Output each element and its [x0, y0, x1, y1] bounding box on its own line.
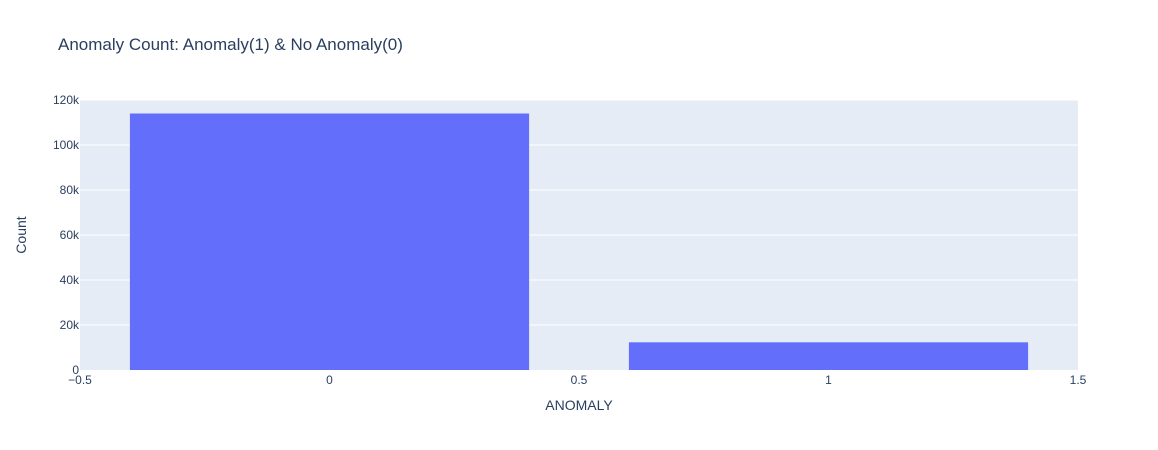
- y-tick-label: 120k: [53, 93, 80, 107]
- x-axis-ticks: −0.5 0 0.5 1 1.5: [68, 373, 1087, 387]
- x-tick-label: 1.5: [1070, 373, 1087, 387]
- y-tick-label: 60k: [60, 228, 80, 242]
- y-tick-label: 80k: [60, 183, 80, 197]
- x-axis-label: ANOMALY: [545, 397, 613, 413]
- y-axis-ticks: 0 20k 40k 60k 80k 100k 120k: [53, 93, 80, 377]
- x-tick-label: 1: [825, 373, 832, 387]
- y-tick-label: 20k: [60, 318, 80, 332]
- y-tick-label: 100k: [53, 138, 80, 152]
- bars: [129, 113, 1029, 371]
- x-tick-label: 0: [326, 373, 333, 387]
- chart-title: Anomaly Count: Anomaly(1) & No Anomaly(0…: [58, 35, 403, 54]
- y-axis-label: Count: [13, 216, 29, 253]
- x-tick-label: 0.5: [571, 373, 588, 387]
- y-tick-label: 0: [72, 363, 79, 377]
- bar-anomaly-1[interactable]: [628, 342, 1029, 370]
- x-tick-label: −0.5: [68, 373, 92, 387]
- y-tick-label: 40k: [60, 273, 80, 287]
- bar-anomaly-0[interactable]: [129, 113, 530, 371]
